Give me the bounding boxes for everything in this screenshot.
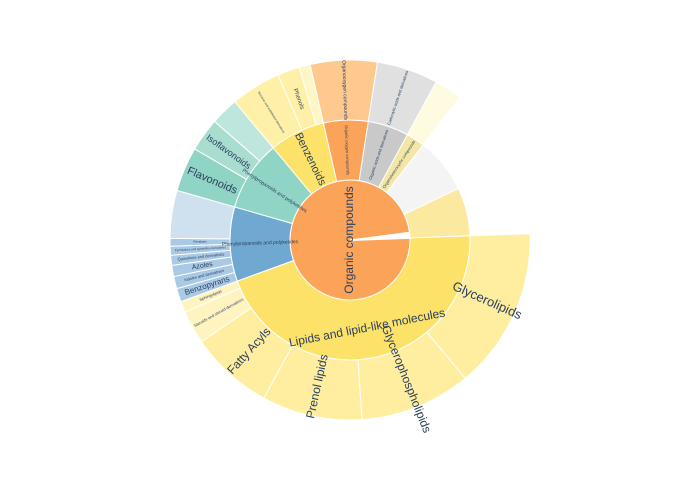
segment-label-organic-compounds: Organic compounds [342, 186, 356, 293]
center-remainder-mark [349, 236, 410, 241]
sunburst-segment-unlabeled-2-22[interactable] [422, 96, 511, 186]
sunburst-segments [169, 59, 531, 421]
segment-label-pyrimidines-and-pyrimidine-derivatives: Pyrimidines and pyrimidine derivatives [175, 245, 227, 252]
segment-label-quinolines-and-derivatives: Quinolines and derivatives [177, 251, 224, 261]
segment-label-phenylpropanoids-and-polyketides: Phenylpropanoids and polyketides [222, 239, 299, 248]
segment-label-pteridines: Pteridines [193, 240, 207, 244]
segment-label-azoles: Azoles [191, 261, 213, 272]
segment-label-organooxygen-compounds: Organooxygen compounds [340, 60, 348, 121]
segment-label-organic-oxygen-compounds: Organic oxygen compounds [344, 125, 351, 175]
